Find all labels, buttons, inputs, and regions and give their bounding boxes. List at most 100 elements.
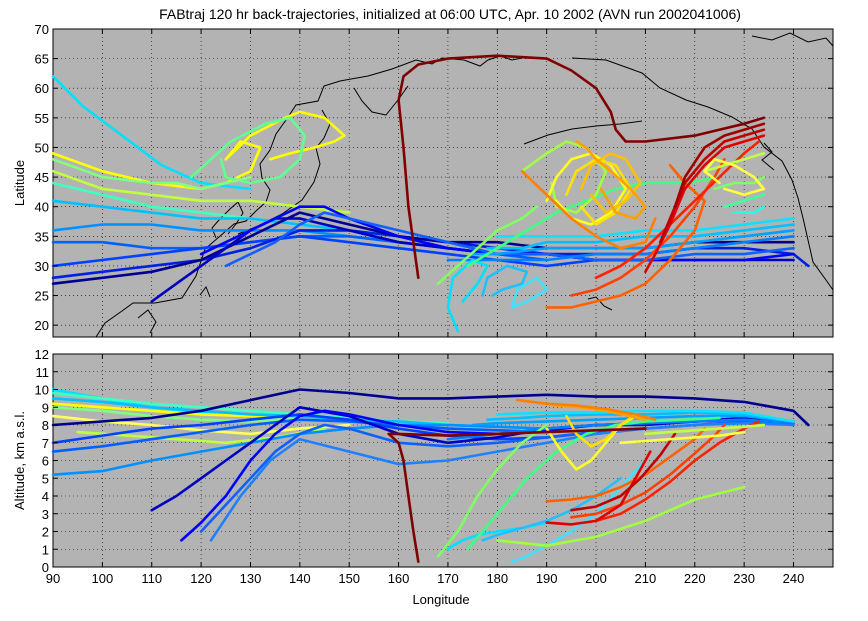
altitude-panel: 90 100 110 120 130 140 150 160 170 180 190 200 210 22… [12, 347, 834, 586]
map-trajectory-line [520, 169, 657, 250]
altitude-trajectory-line [594, 420, 761, 523]
map-trajectory-line [51, 75, 252, 191]
map-y-tick-label: 35 [35, 229, 49, 244]
map-x-ticks [52, 29, 795, 337]
x-tick-label: 100 [92, 571, 114, 586]
map-trajectory-line [723, 193, 766, 208]
x-tick-label: 210 [635, 571, 657, 586]
map-y-tick-label: 30 [35, 259, 49, 274]
map-trajectory-line [446, 235, 795, 262]
map-trajectory-line [713, 175, 766, 191]
trajectory-lines-altitude [51, 388, 810, 564]
altitude-trajectory-line [51, 418, 549, 453]
map-trajectory-line [51, 235, 647, 268]
map-trajectory-line [658, 128, 766, 244]
x-tick-label: 180 [486, 571, 508, 586]
altitude-trajectory-line [466, 416, 721, 551]
map-trajectory-line [466, 175, 721, 268]
coastline-aleutians [523, 120, 643, 145]
trajectory-lines-map [51, 54, 810, 333]
map-trajectory-line [224, 211, 795, 268]
map-y-tick-label: 60 [35, 81, 49, 96]
map-y-tick-label: 40 [35, 200, 49, 215]
map-trajectory-line [703, 158, 766, 197]
map-y-tick-label: 70 [35, 22, 49, 37]
x-tick-label: 90 [46, 571, 60, 586]
altitude-y-tick-label: 2 [42, 525, 49, 540]
map-trajectory-line [446, 258, 489, 333]
altitude-trajectory-line [545, 450, 652, 526]
map-trajectory-line [703, 152, 766, 173]
altitude-trajectory-line [387, 427, 647, 564]
altitude-y-tick-label: 5 [42, 471, 49, 486]
map-panel: 20 25 30 35 40 45 50 55 60 65 70 Latitude [12, 22, 834, 338]
map-y-tick-label: 50 [35, 140, 49, 155]
map-grid [52, 28, 833, 337]
altitude-trajectory-line [471, 414, 795, 427]
map-trajectory-line [574, 140, 647, 220]
map-trajectory-line [481, 264, 529, 297]
altitude-trajectory-line [51, 388, 810, 427]
x-tick-label: 160 [388, 571, 410, 586]
coastline-korea [211, 201, 244, 239]
altitude-y-tick-label: 7 [42, 436, 49, 451]
x-tick-label: 140 [289, 571, 311, 586]
map-y-tick-label: 25 [35, 289, 49, 304]
map-trajectory-line [594, 140, 761, 280]
x-tick-label: 240 [783, 571, 805, 586]
coastline-bc [761, 142, 775, 171]
map-y-ticks: 20 25 30 35 40 45 50 55 60 65 70 [35, 22, 833, 333]
map-trajectory-line [732, 205, 766, 214]
x-tick-label: 170 [437, 571, 459, 586]
altitude-trajectory-line [495, 409, 795, 423]
map-trajectory-line [189, 116, 307, 185]
x-tick-label: 190 [536, 571, 558, 586]
altitude-y-tick-label: 4 [42, 489, 49, 504]
coastline-taiwan [199, 285, 211, 298]
map-trajectory-line [565, 158, 632, 226]
coastline-canada-north [751, 32, 834, 47]
altitude-y-tick-label: 6 [42, 454, 49, 469]
map-trajectory-line [510, 276, 549, 309]
map-y-tick-label: 55 [35, 111, 49, 126]
altitude-y-tick-label: 10 [35, 383, 49, 398]
map-y-tick-label: 65 [35, 52, 49, 67]
coastline-philippines [137, 309, 157, 334]
map-trajectory-line [545, 163, 706, 309]
map-y-tick-label: 45 [35, 170, 49, 185]
altitude-x-ticks: 90 100 110 120 130 140 150 160 170 180 190 200 210 22… [46, 354, 805, 586]
map-trajectory-line [644, 134, 766, 274]
map-trajectory-line [486, 223, 795, 250]
altitude-y-tick-label: 9 [42, 400, 49, 415]
altitude-trajectory-line [570, 423, 726, 519]
coastline-alaska [571, 57, 834, 291]
altitude-y-tick-label: 11 [36, 365, 50, 380]
altitude-trajectory-line [209, 421, 795, 542]
altitude-y-tick-label: 1 [42, 542, 49, 557]
map-trajectory-line [673, 122, 766, 208]
altitude-y-tick-label: 8 [42, 418, 49, 433]
map-y-tick-label: 20 [35, 318, 49, 333]
altitude-trajectory-line [51, 405, 302, 423]
map-trajectory-line [579, 152, 642, 214]
x-tick-label: 230 [733, 571, 755, 586]
latitude-axis-label: Latitude [12, 160, 27, 206]
altitude-trajectory-line [51, 397, 499, 429]
altitude-trajectory-line [619, 430, 746, 445]
altitude-trajectory-line [570, 432, 677, 512]
x-tick-label: 220 [684, 571, 706, 586]
x-tick-label: 110 [141, 571, 162, 586]
altitude-trajectory-line [644, 423, 766, 436]
map-trajectory-line [397, 54, 766, 280]
altitude-y-tick-label: 3 [42, 507, 49, 522]
map-trajectory-line [495, 217, 795, 238]
altitude-y-tick-label: 0 [42, 560, 49, 575]
altitude-trajectory-line [495, 485, 746, 548]
altitude-y-tick-label: 12 [35, 347, 49, 362]
x-tick-label: 120 [190, 571, 212, 586]
altitude-axis-label: Altitude, km a.s.l. [12, 411, 27, 510]
x-tick-label: 200 [585, 571, 607, 586]
x-tick-label: 130 [240, 571, 262, 586]
